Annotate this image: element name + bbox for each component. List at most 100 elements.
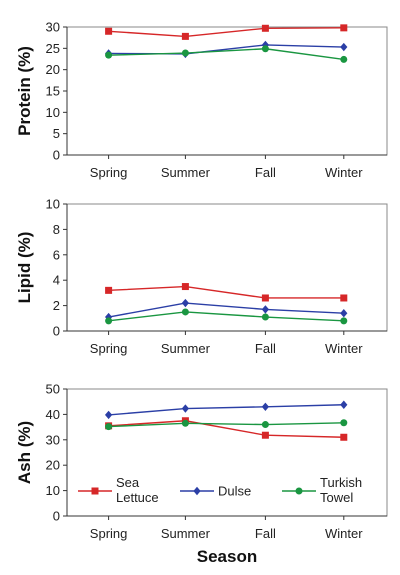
data-point [261, 313, 269, 321]
legend-entry: Dulse [180, 484, 251, 499]
data-point [340, 24, 348, 32]
series-line [108, 44, 344, 55]
series-turkish-towel [105, 45, 348, 63]
legend-marker [295, 487, 303, 495]
y-axis-title: Lipid (%) [15, 232, 34, 304]
data-point [261, 402, 269, 411]
x-tick-label: Winter [325, 341, 363, 356]
y-tick-label: 10 [46, 197, 60, 212]
chart-panel-2: 0 10 20 30 40 50 Spring Summer Fall Winter Ash (%)… [15, 382, 388, 566]
y-axis-title: Ash (%) [15, 421, 34, 484]
series-line [108, 285, 344, 299]
data-point [340, 42, 348, 52]
data-point [261, 24, 269, 32]
y-tick-label: 30 [46, 20, 60, 35]
series-sea-lettuce [105, 417, 348, 441]
data-point [181, 308, 189, 316]
data-point [181, 283, 189, 291]
y-tick-label: 2 [53, 298, 60, 313]
legend-label: Dulse [218, 484, 251, 499]
data-point [261, 305, 269, 314]
legend-label-line2: Lettuce [116, 490, 159, 505]
data-point [340, 317, 348, 325]
data-point [181, 404, 189, 413]
series-line [108, 422, 344, 428]
x-axis-title: Season [197, 547, 257, 566]
data-point [181, 49, 189, 57]
x-tick-label: Spring [90, 526, 128, 541]
y-tick-label: 20 [46, 458, 60, 473]
legend-label-line1: Turkish [320, 475, 362, 490]
data-point [340, 419, 348, 427]
y-tick-label: 4 [53, 273, 60, 288]
series-sea-lettuce [105, 283, 348, 302]
series-line [108, 48, 344, 61]
data-point [340, 433, 348, 441]
data-point [340, 309, 348, 318]
plot-frame [66, 203, 388, 332]
y-tick-label: 40 [46, 407, 60, 422]
series-line [108, 302, 344, 318]
series-line [108, 404, 344, 416]
x-tick-label: Fall [255, 341, 276, 356]
legend-marker [193, 486, 201, 496]
y-tick-label: 20 [46, 62, 60, 77]
y-axis-title: Protein (%) [15, 46, 34, 136]
x-tick-label: Fall [255, 526, 276, 541]
data-point [105, 27, 113, 35]
series-line [108, 420, 344, 438]
y-tick-label: 0 [53, 148, 60, 163]
data-point [105, 286, 113, 294]
data-point [181, 298, 189, 308]
data-point [340, 55, 348, 63]
x-tick-label: Fall [255, 165, 276, 180]
y-tick-label: 0 [53, 324, 60, 339]
series-turkish-towel [105, 419, 348, 431]
y-tick-label: 6 [53, 247, 60, 262]
legend-label-line1: Sea [116, 475, 140, 490]
series-line [108, 311, 344, 322]
data-point [105, 410, 113, 420]
series-dulse [105, 298, 348, 322]
legend-label-line2: Towel [320, 490, 353, 505]
x-tick-label: Summer [161, 165, 211, 180]
data-point [261, 45, 269, 53]
data-point [181, 419, 189, 427]
data-point [181, 32, 189, 40]
x-tick-label: Spring [90, 165, 128, 180]
data-point [261, 431, 269, 439]
data-point [340, 400, 348, 409]
data-point [261, 294, 269, 302]
y-tick-label: 10 [46, 483, 60, 498]
chart-panel-0: 0 5 10 15 20 25 30 Spring Summer Fall Winter Protei… [15, 20, 388, 180]
x-tick-label: Spring [90, 341, 128, 356]
series-sea-lettuce [105, 24, 348, 40]
series-line [108, 27, 344, 38]
x-tick-label: Summer [161, 341, 211, 356]
x-tick-label: Winter [325, 526, 363, 541]
data-point [340, 294, 348, 302]
series-turkish-towel [105, 308, 348, 325]
legend-marker [91, 487, 99, 495]
x-tick-label: Summer [161, 526, 211, 541]
y-tick-label: 5 [53, 126, 60, 141]
y-tick-label: 30 [46, 432, 60, 447]
y-tick-label: 8 [53, 222, 60, 237]
y-tick-label: 10 [46, 105, 60, 120]
y-tick-label: 25 [46, 41, 60, 56]
data-point [261, 421, 269, 429]
y-tick-label: 50 [46, 382, 60, 397]
x-tick-label: Winter [325, 165, 363, 180]
data-point [261, 40, 269, 50]
data-point [105, 423, 113, 431]
y-tick-label: 15 [46, 84, 60, 99]
data-point [105, 51, 113, 59]
y-tick-label: 0 [53, 509, 60, 524]
data-point [105, 317, 113, 325]
plot-frame [66, 26, 388, 156]
series-dulse [105, 400, 348, 420]
